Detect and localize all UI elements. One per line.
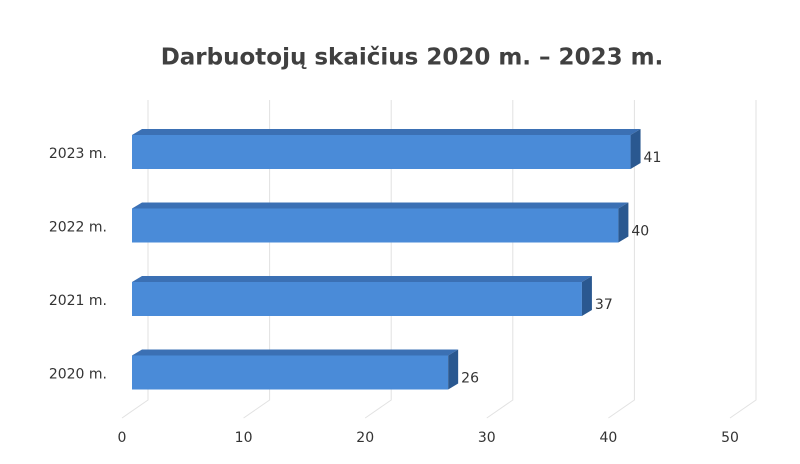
x-tick-label: 50: [721, 430, 739, 446]
x-tick-label: 10: [235, 430, 253, 446]
bar-side: [618, 202, 629, 243]
bar: [132, 282, 582, 316]
grid-line: [364, 100, 392, 419]
bar-top: [132, 129, 641, 135]
bar-top: [132, 276, 592, 282]
value-label: 26: [461, 371, 479, 387]
grid-line: [486, 100, 514, 419]
bar: [132, 135, 631, 169]
y-tick-label: 2020 m.: [49, 367, 107, 383]
grid-line: [729, 100, 757, 419]
bar: [132, 355, 449, 390]
y-tick-label: 2022 m.: [49, 220, 107, 236]
grid-line: [608, 100, 635, 419]
value-label: 37: [595, 297, 613, 313]
value-label: 40: [631, 224, 649, 240]
chart-title: Darbuotojų skaičius 2020 m. – 2023 m.: [161, 45, 664, 71]
x-tick-label: 40: [599, 430, 617, 446]
bar-top: [132, 349, 459, 356]
grid-line: [243, 100, 271, 419]
bar-side: [448, 349, 459, 390]
bar: [132, 208, 619, 243]
bar-top: [132, 202, 629, 209]
x-tick-label: 20: [356, 430, 374, 446]
value-label: 41: [644, 150, 662, 166]
bar-side: [581, 276, 592, 316]
x-tick-label: 30: [478, 430, 496, 446]
grid-line: [121, 100, 149, 419]
y-tick-label: 2021 m.: [49, 293, 107, 309]
x-tick-label: 0: [118, 430, 127, 446]
bar-side: [630, 129, 641, 169]
y-tick-label: 2023 m.: [49, 146, 107, 162]
